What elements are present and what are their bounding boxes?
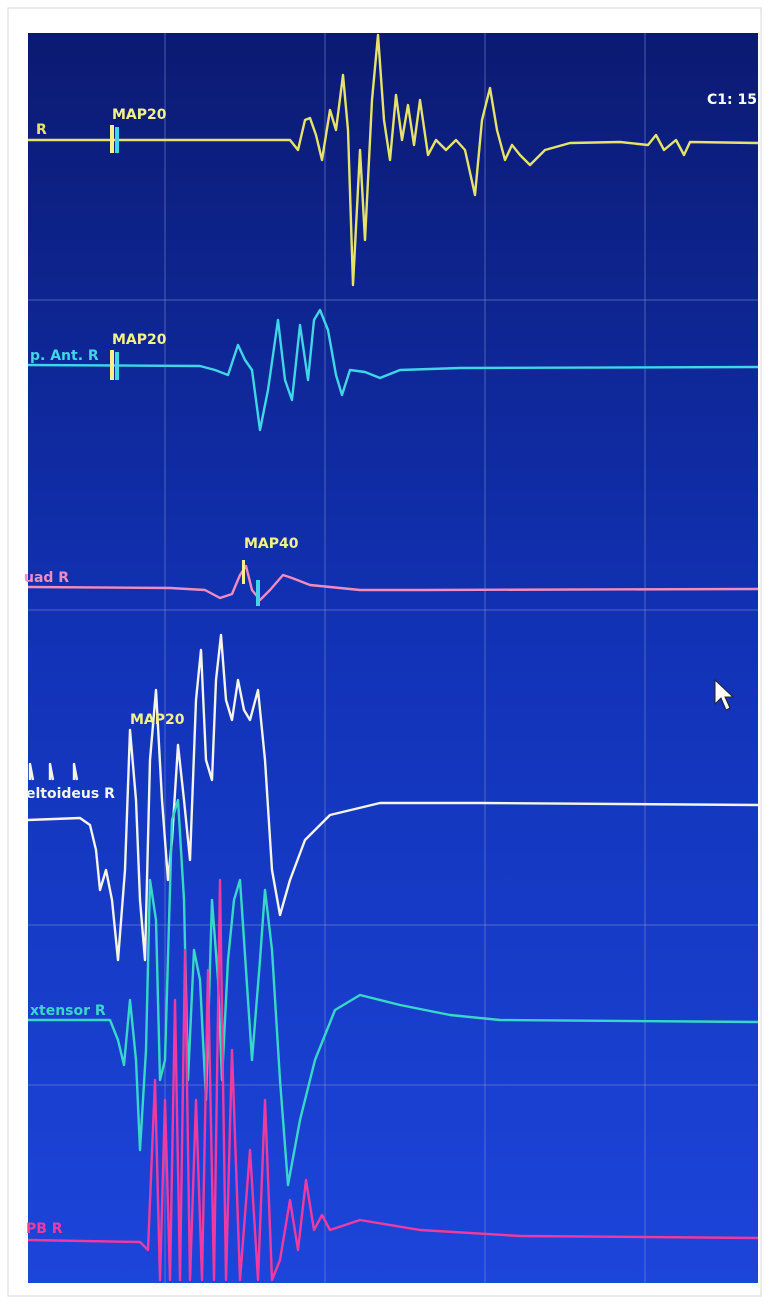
monitor-display	[28, 33, 758, 1283]
trace-4	[27, 633, 759, 962]
trace-6	[27, 878, 759, 1282]
channel-label: eltoideus R	[26, 786, 115, 802]
channel-label: uad R	[24, 570, 69, 586]
mouse-cursor	[714, 678, 735, 711]
marker-label: MAP20	[112, 332, 167, 348]
channel-label: R	[36, 122, 47, 138]
cursor-readout: C1: 15	[707, 92, 757, 108]
marker-label: MAP40	[244, 536, 299, 552]
trace-2	[27, 308, 759, 432]
marker-label: MAP20	[112, 107, 167, 123]
channel-label: PB R	[26, 1221, 63, 1237]
trace-5	[28, 798, 759, 1187]
stim-ticks	[28, 762, 79, 781]
trace-1	[28, 33, 759, 287]
channel-label: p. Ant. R	[30, 348, 99, 364]
channel-label: xtensor R	[30, 1003, 106, 1019]
marker-label: MAP20	[130, 712, 185, 728]
markers	[110, 125, 260, 606]
